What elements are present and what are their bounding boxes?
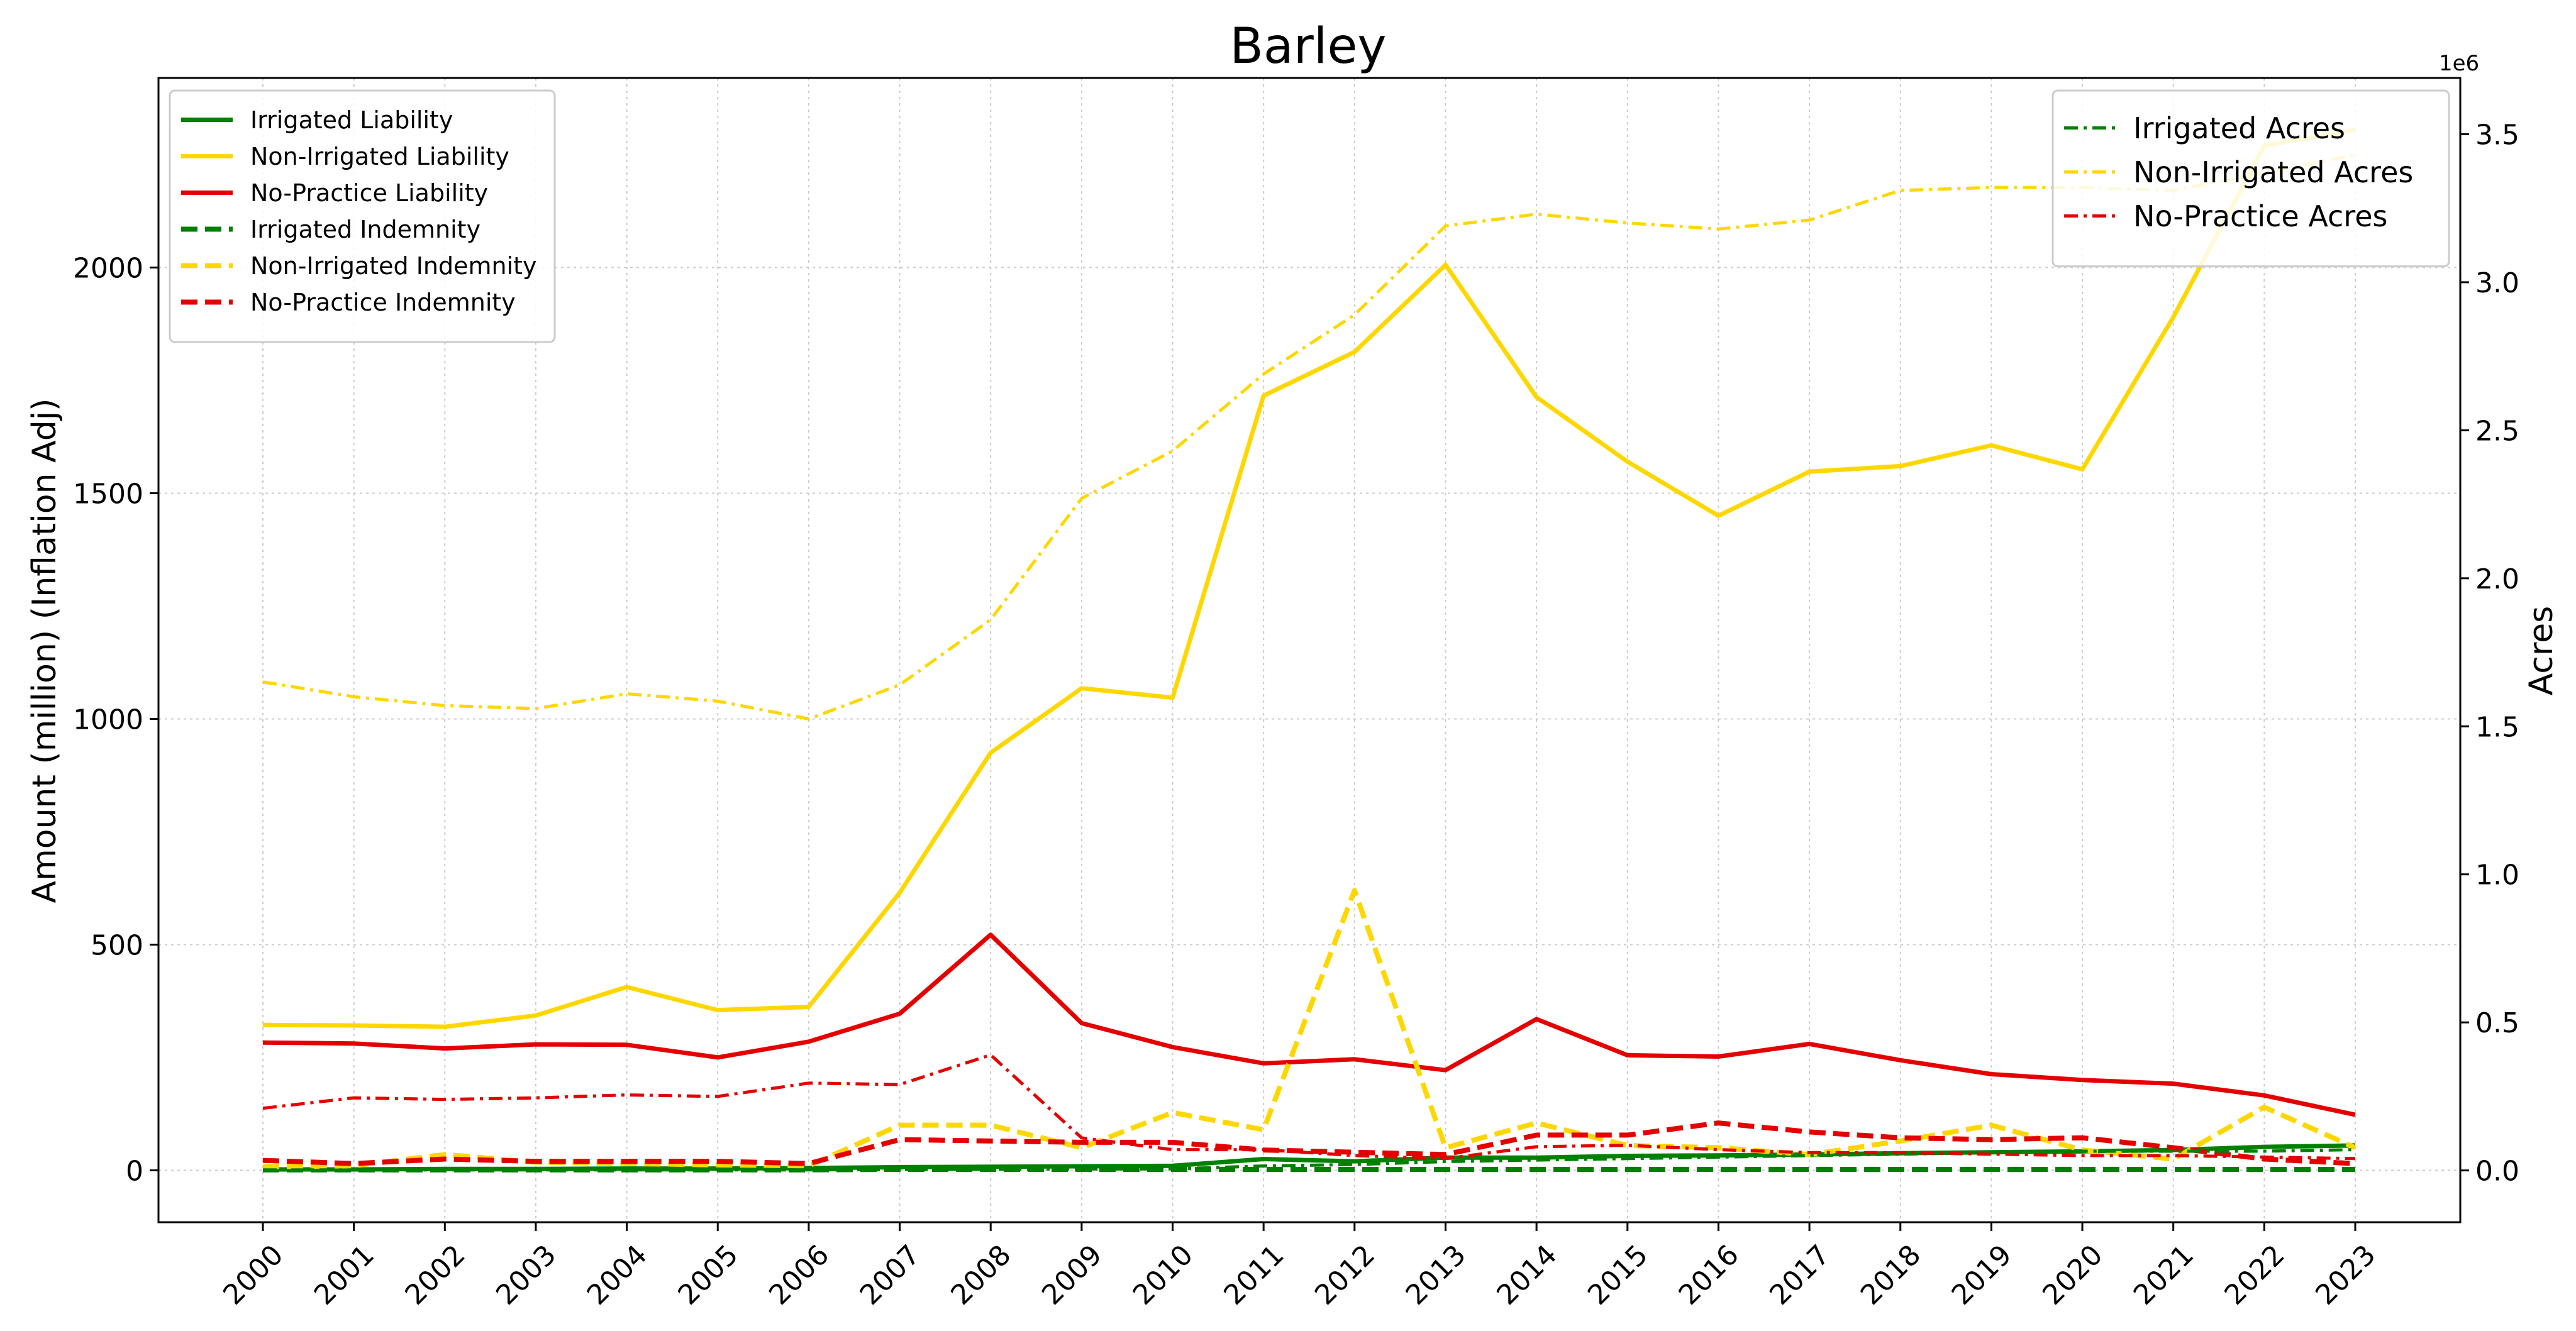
x-tick-label: 2012 [1309,1239,1381,1311]
y-right-tick-label: 3.5 [2475,119,2519,151]
x-tick-label: 2008 [945,1239,1017,1311]
y-axis-left-label: Amount (million) (Inflation Adj) [26,399,64,903]
x-tick-label: 2010 [1127,1239,1199,1311]
legend-label: No-Practice Indemnity [250,289,516,316]
x-tick-label: 2013 [1400,1239,1472,1311]
y-right-tick-label: 2.0 [2475,563,2519,595]
x-tick-label: 2016 [1673,1239,1745,1311]
series-line-non-irrigated-liability [262,128,2356,1029]
series-line-irrigated-liability [263,1143,2356,1172]
y-left-tick-label: 1500 [73,478,143,511]
y-right-tick-label: 0.5 [2475,1007,2519,1039]
legend-label: Non-Irrigated Liability [250,143,509,170]
y-right-tick-label: 2.5 [2475,415,2519,447]
y-right-tick-label: 1.5 [2475,711,2519,743]
legend-left: Irrigated Liability Non-Irrigated Liabili… [169,89,556,343]
legend-label: Non-Irrigated Indemnity [250,252,537,280]
y-right-tick-label: 3.0 [2475,267,2519,299]
plot-frame [157,77,2462,1223]
x-tick-label: 2006 [763,1239,835,1311]
y-axis-right-label: Acres [2523,606,2560,696]
x-tick-label: 2009 [1036,1239,1108,1311]
series-layer [262,128,2357,1173]
x-tick-label: 2007 [854,1239,926,1311]
x-tick-label: 2004 [581,1239,653,1311]
x-tick-label: 2002 [399,1239,471,1311]
legend-box [2051,89,2450,268]
x-tick-label: 2015 [1582,1239,1654,1311]
y-left-tick-label: 500 [91,929,143,961]
x-tick-label: 2019 [1946,1239,2018,1311]
series-line-no-practice-indemnity [262,1120,2356,1166]
legend-label: Irrigated Acres [2133,111,2345,145]
x-tick-label: 2011 [1218,1239,1290,1311]
series-line-non-irrigated-indemnity [262,888,2357,1169]
y-axis-left: 0 500 1000 1500 2000 [73,253,158,1187]
legend-label: No-Practice Acres [2133,199,2387,233]
series-line-irrigated-acres [263,1148,2356,1172]
y-left-tick-label: 2000 [73,253,143,285]
legend-label: No-Practice Liability [250,179,488,207]
x-tick-label: 2017 [1763,1239,1836,1311]
legend-label: Non-Irrigated Acres [2133,155,2413,189]
x-tick-label: 2018 [1855,1239,1927,1311]
x-axis: 2000 2001 2002 2003 2004 2005 2006 2007 2008 2009… [217,1222,2382,1312]
y-right-tick-label: 0.0 [2475,1156,2519,1188]
x-tick-label: 2005 [672,1239,744,1311]
legend-label: Irrigated Indemnity [250,216,480,243]
chart-title: Barley [1230,18,1386,75]
y-left-tick-label: 0 [126,1155,143,1187]
x-tick-label: 2014 [1491,1239,1563,1311]
x-tick-label: 2021 [2128,1239,2200,1311]
legend-box [169,89,556,343]
series-line-no-practice-acres [262,1053,2356,1161]
x-tick-label: 2022 [2219,1239,2291,1311]
x-tick-label: 2023 [2309,1239,2382,1311]
series-line-no-practice-liability [262,932,2356,1117]
grid [158,78,2460,1222]
series-line-non-irrigated-acres [262,153,2356,721]
x-tick-label: 2001 [308,1239,380,1311]
legend-right: Irrigated Acres Non-Irrigated Acres No-Pra… [2051,89,2450,268]
y-axis-right: 0.0 0.5 1.0 1.5 2.0 2.5 3.0 3.5 [2460,119,2519,1188]
y-left-tick-label: 1000 [73,704,143,736]
x-tick-label: 2003 [490,1239,562,1311]
x-tick-label: 2000 [217,1239,289,1311]
x-tick-label: 2020 [2036,1239,2109,1311]
y-axis-right-offset: 1e6 [2439,51,2479,76]
y-right-tick-label: 1.0 [2475,859,2519,892]
legend-label: Irrigated Liability [250,106,453,134]
